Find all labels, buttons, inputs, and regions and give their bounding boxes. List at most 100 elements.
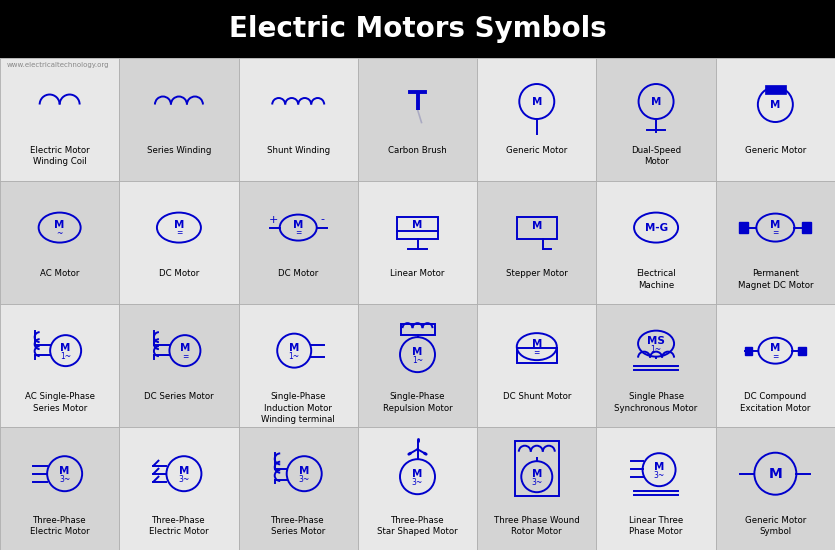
Text: M: M (770, 343, 781, 353)
Text: M: M (532, 96, 542, 107)
Text: DC Motor: DC Motor (278, 270, 318, 278)
Text: Linear Motor: Linear Motor (390, 270, 445, 278)
Bar (477, 304, 596, 427)
Text: 1~: 1~ (289, 351, 300, 361)
Text: M: M (770, 100, 781, 109)
Text: 3~: 3~ (412, 478, 423, 487)
Text: Linear Three
Phase Motor: Linear Three Phase Motor (629, 515, 683, 536)
Bar (239, 181, 358, 304)
Text: Three-Phase
Star Shaped Motor: Three-Phase Star Shaped Motor (377, 515, 458, 536)
Text: Single-Phase
Induction Motor
Winding terminal: Single-Phase Induction Motor Winding ter… (261, 393, 335, 424)
Text: M: M (532, 339, 542, 349)
Text: 1~: 1~ (412, 356, 423, 365)
Bar (0, 304, 119, 427)
Text: Electric Motors Symbols: Electric Motors Symbols (229, 15, 606, 43)
Text: 3~: 3~ (59, 475, 70, 483)
Bar (0, 0, 835, 58)
Bar (739, 222, 748, 233)
Bar (716, 181, 835, 304)
Text: Single-Phase
Repulsion Motor: Single-Phase Repulsion Motor (382, 393, 453, 412)
Text: M: M (770, 219, 781, 229)
Bar (745, 346, 752, 355)
Text: Generic Motor: Generic Motor (745, 146, 806, 155)
Text: M: M (179, 466, 189, 476)
Bar (239, 304, 358, 427)
Text: Three-Phase
Electric Motor: Three-Phase Electric Motor (149, 515, 209, 536)
Bar (358, 304, 477, 427)
Text: M: M (180, 343, 190, 353)
Text: Electrical
Machine: Electrical Machine (636, 270, 676, 289)
Text: M-G: M-G (645, 223, 668, 233)
Text: Three-Phase
Series Motor: Three-Phase Series Motor (271, 515, 326, 536)
Bar (119, 304, 239, 427)
Text: Three-Phase
Electric Motor: Three-Phase Electric Motor (30, 515, 89, 536)
Bar (517, 348, 557, 362)
Text: M: M (532, 221, 542, 230)
Bar (596, 58, 716, 181)
Text: Electric Motor
Winding Coil: Electric Motor Winding Coil (30, 146, 89, 167)
Text: Shunt Winding: Shunt Winding (266, 146, 330, 155)
Text: M: M (412, 469, 423, 479)
Text: M: M (60, 343, 71, 353)
Text: Generic Motor
Symbol: Generic Motor Symbol (745, 515, 806, 536)
Text: M: M (654, 462, 665, 472)
Text: M: M (293, 219, 303, 229)
Text: 1~: 1~ (650, 345, 661, 354)
Text: M: M (412, 219, 423, 229)
Bar (358, 181, 477, 304)
Text: Carbon Brush: Carbon Brush (388, 146, 447, 155)
Text: =: = (534, 348, 540, 356)
Text: M: M (532, 469, 542, 479)
Bar (477, 427, 596, 550)
Bar (798, 346, 806, 355)
Text: DC Motor: DC Motor (159, 270, 199, 278)
Text: 3~: 3~ (531, 478, 543, 487)
Bar (358, 427, 477, 550)
Text: Permanent
Magnet DC Motor: Permanent Magnet DC Motor (737, 270, 813, 289)
Bar (239, 427, 358, 550)
Text: M: M (289, 343, 300, 353)
Text: ~: ~ (57, 229, 63, 238)
Bar (477, 58, 596, 181)
Text: M: M (59, 466, 70, 476)
Bar (0, 58, 119, 181)
Text: DC Series Motor: DC Series Motor (144, 393, 214, 402)
Text: +: + (269, 214, 278, 224)
Bar (397, 217, 438, 239)
Text: -: - (321, 214, 325, 224)
Text: M: M (768, 467, 782, 481)
Bar (0, 181, 119, 304)
Text: MS: MS (647, 336, 665, 345)
Text: Three Phase Wound
Rotor Motor: Three Phase Wound Rotor Motor (494, 515, 579, 536)
Text: 3~: 3~ (299, 475, 310, 483)
Text: 3~: 3~ (179, 475, 190, 483)
Text: =: = (295, 229, 301, 238)
Bar (716, 58, 835, 181)
Text: =: = (175, 229, 182, 238)
Bar (716, 427, 835, 550)
Bar (716, 304, 835, 427)
Text: M: M (651, 96, 661, 107)
Bar (401, 323, 434, 334)
Bar (477, 181, 596, 304)
Text: M: M (174, 219, 184, 229)
Text: M: M (412, 347, 423, 357)
Bar (765, 85, 786, 94)
Bar (802, 222, 812, 233)
Bar (517, 217, 557, 239)
Bar (596, 304, 716, 427)
Bar (515, 441, 559, 496)
Bar (596, 427, 716, 550)
Text: Stepper Motor: Stepper Motor (506, 270, 568, 278)
Text: Series Winding: Series Winding (147, 146, 211, 155)
Bar (239, 58, 358, 181)
Bar (119, 427, 239, 550)
Text: Single Phase
Synchronous Motor: Single Phase Synchronous Motor (615, 393, 698, 412)
Text: =: = (772, 229, 778, 238)
Text: AC Motor: AC Motor (40, 270, 79, 278)
Text: 3~: 3~ (654, 471, 665, 480)
Bar (596, 181, 716, 304)
Bar (119, 181, 239, 304)
Text: 1~: 1~ (60, 351, 71, 361)
Bar (0, 427, 119, 550)
